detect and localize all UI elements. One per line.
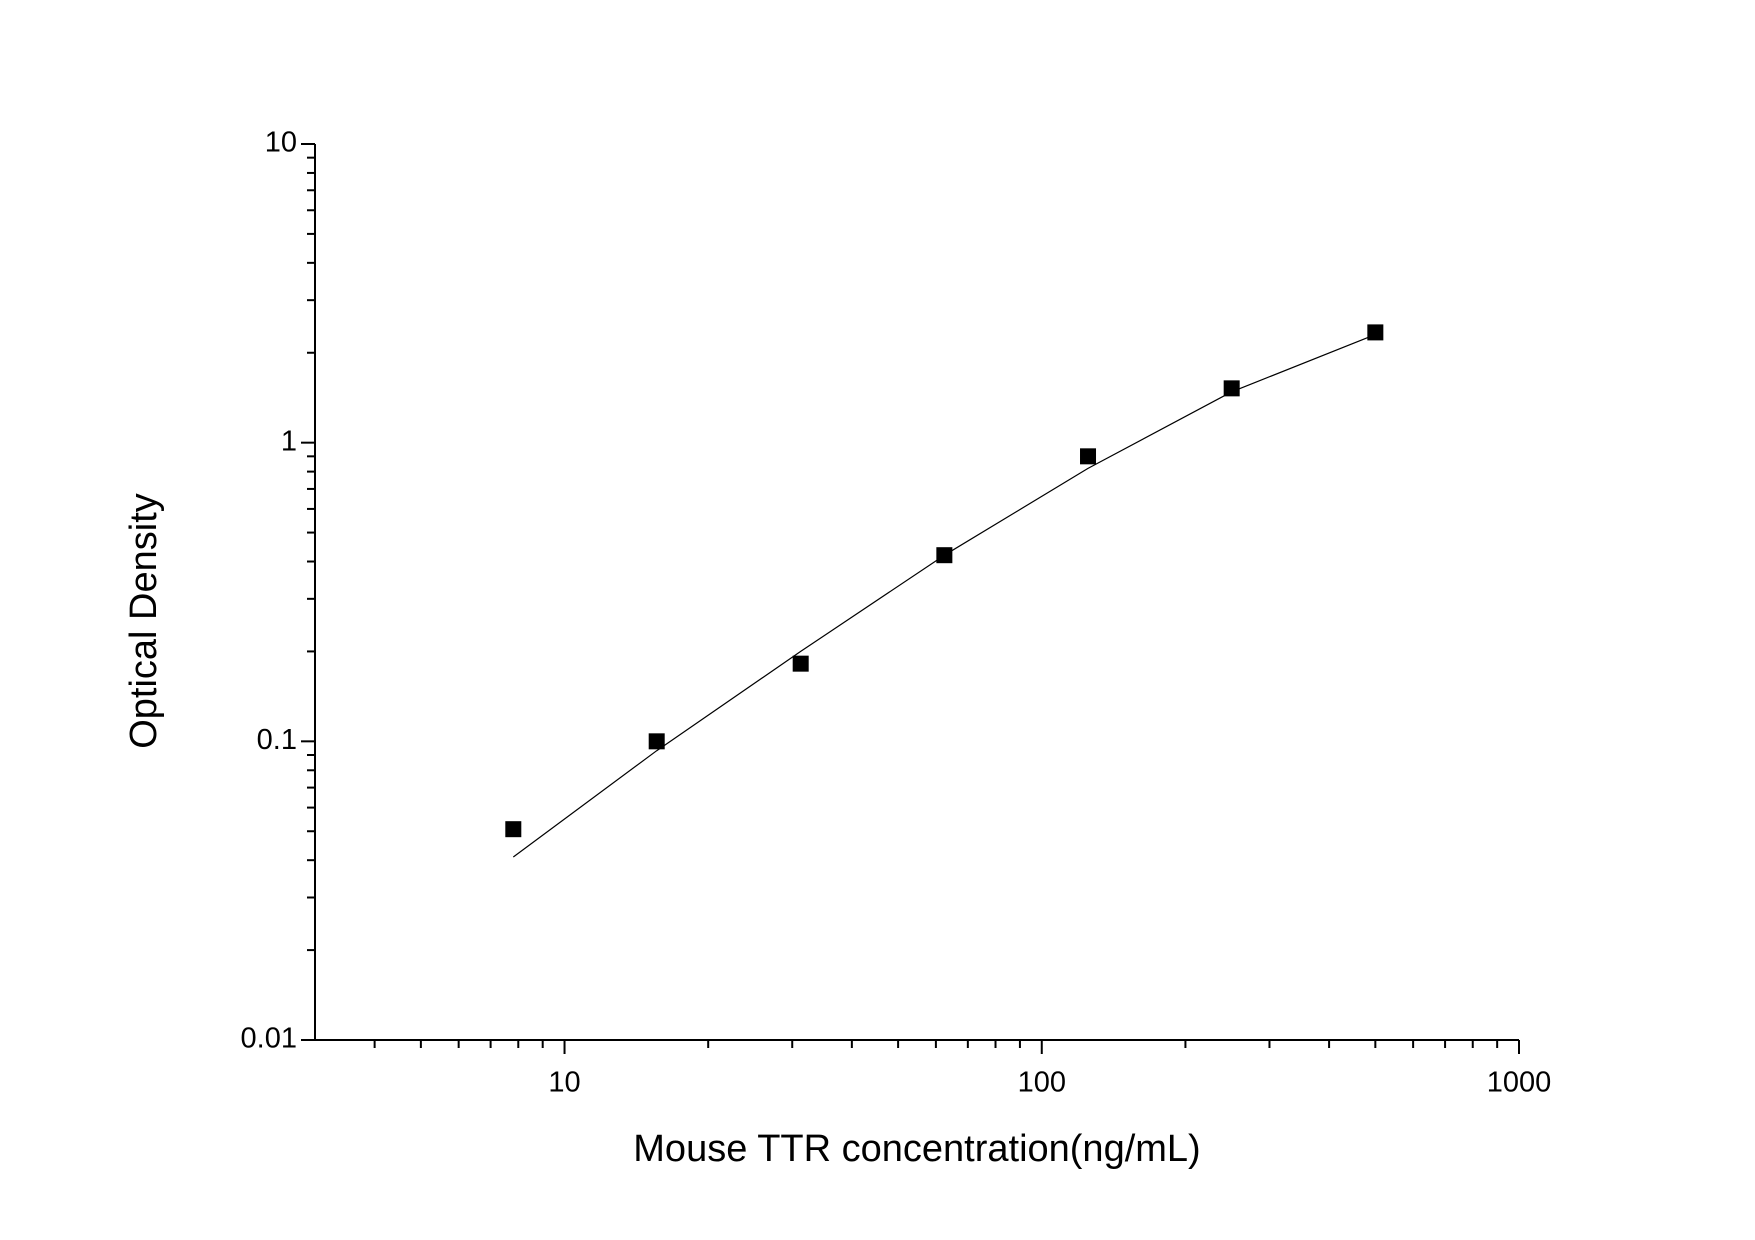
data-point xyxy=(505,821,522,838)
data-point xyxy=(1223,380,1240,397)
x-axis-title: Mouse TTR concentration(ng/mL) xyxy=(633,1128,1200,1170)
y-tick-label: 0.1 xyxy=(257,724,297,756)
y-tick-label: 10 xyxy=(265,127,297,159)
data-point xyxy=(1367,324,1384,341)
data-point xyxy=(936,547,953,564)
data-point xyxy=(648,733,665,750)
x-tick-label: 10 xyxy=(548,1067,580,1099)
y-tick-label: 0.01 xyxy=(241,1023,297,1055)
y-axis-title: Optical Density xyxy=(123,493,165,749)
x-tick-label: 100 xyxy=(1018,1067,1066,1099)
y-tick-label: 1 xyxy=(281,425,297,457)
data-point xyxy=(792,655,809,672)
x-tick-label: 1000 xyxy=(1487,1067,1552,1099)
data-point xyxy=(1080,448,1097,465)
fit-curve xyxy=(512,334,1376,858)
